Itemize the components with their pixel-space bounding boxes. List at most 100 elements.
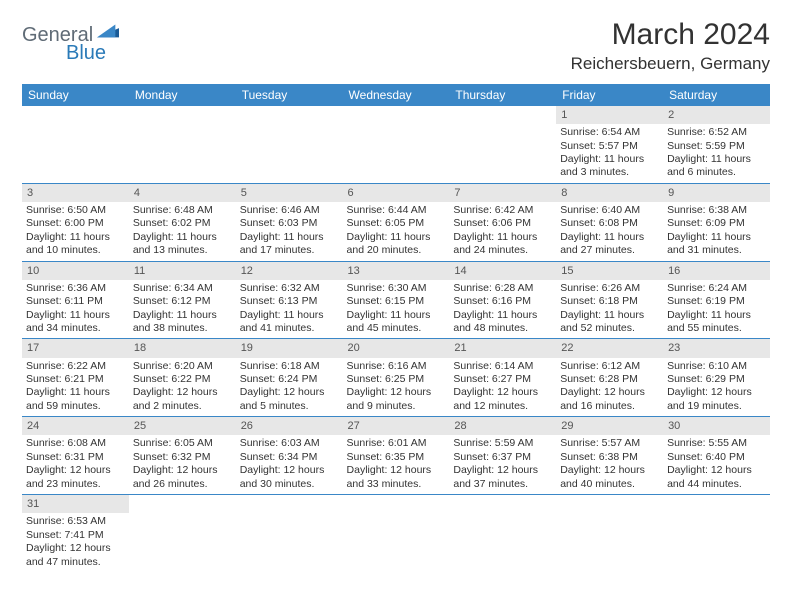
day-body: Sunrise: 6:46 AMSunset: 6:03 PMDaylight:… bbox=[236, 202, 343, 261]
calendar-cell: 31Sunrise: 6:53 AMSunset: 7:41 PMDayligh… bbox=[22, 495, 129, 572]
day-number: 9 bbox=[663, 184, 770, 202]
calendar-cell: 1Sunrise: 6:54 AMSunset: 5:57 PMDaylight… bbox=[556, 106, 663, 183]
sunrise-text: Sunrise: 6:54 AM bbox=[560, 126, 659, 139]
sunset-text: Sunset: 6:38 PM bbox=[560, 451, 659, 464]
sunrise-text: Sunrise: 6:36 AM bbox=[26, 282, 125, 295]
day-body: Sunrise: 6:26 AMSunset: 6:18 PMDaylight:… bbox=[556, 280, 663, 339]
calendar-cell: 27Sunrise: 6:01 AMSunset: 6:35 PMDayligh… bbox=[343, 417, 450, 495]
day-number: 5 bbox=[236, 184, 343, 202]
day-number: 28 bbox=[449, 417, 556, 435]
daylight-text: Daylight: 12 hours and 37 minutes. bbox=[453, 464, 552, 491]
calendar-cell: 7Sunrise: 6:42 AMSunset: 6:06 PMDaylight… bbox=[449, 183, 556, 261]
day-body: Sunrise: 6:16 AMSunset: 6:25 PMDaylight:… bbox=[343, 358, 450, 417]
day-body: Sunrise: 6:01 AMSunset: 6:35 PMDaylight:… bbox=[343, 435, 450, 494]
day-number: 18 bbox=[129, 339, 236, 357]
day-number: 19 bbox=[236, 339, 343, 357]
weekday-header: Friday bbox=[556, 84, 663, 106]
calendar-table: Sunday Monday Tuesday Wednesday Thursday… bbox=[22, 84, 770, 572]
sunrise-text: Sunrise: 6:42 AM bbox=[453, 204, 552, 217]
calendar-cell: 10Sunrise: 6:36 AMSunset: 6:11 PMDayligh… bbox=[22, 261, 129, 339]
sunrise-text: Sunrise: 6:16 AM bbox=[347, 360, 446, 373]
day-body: Sunrise: 6:24 AMSunset: 6:19 PMDaylight:… bbox=[663, 280, 770, 339]
calendar-row: 3Sunrise: 6:50 AMSunset: 6:00 PMDaylight… bbox=[22, 183, 770, 261]
day-number: 25 bbox=[129, 417, 236, 435]
sunrise-text: Sunrise: 5:59 AM bbox=[453, 437, 552, 450]
calendar-cell bbox=[236, 106, 343, 183]
weekday-header: Monday bbox=[129, 84, 236, 106]
daylight-text: Daylight: 11 hours and 17 minutes. bbox=[240, 231, 339, 258]
calendar-cell: 8Sunrise: 6:40 AMSunset: 6:08 PMDaylight… bbox=[556, 183, 663, 261]
daylight-text: Daylight: 11 hours and 52 minutes. bbox=[560, 309, 659, 336]
sunrise-text: Sunrise: 6:46 AM bbox=[240, 204, 339, 217]
day-number: 21 bbox=[449, 339, 556, 357]
sunrise-text: Sunrise: 6:01 AM bbox=[347, 437, 446, 450]
daylight-text: Daylight: 11 hours and 45 minutes. bbox=[347, 309, 446, 336]
sunset-text: Sunset: 6:18 PM bbox=[560, 295, 659, 308]
daylight-text: Daylight: 11 hours and 59 minutes. bbox=[26, 386, 125, 413]
sunset-text: Sunset: 6:13 PM bbox=[240, 295, 339, 308]
day-number: 15 bbox=[556, 262, 663, 280]
sunrise-text: Sunrise: 6:08 AM bbox=[26, 437, 125, 450]
day-body: Sunrise: 6:48 AMSunset: 6:02 PMDaylight:… bbox=[129, 202, 236, 261]
sunrise-text: Sunrise: 6:20 AM bbox=[133, 360, 232, 373]
day-number: 29 bbox=[556, 417, 663, 435]
calendar-cell: 24Sunrise: 6:08 AMSunset: 6:31 PMDayligh… bbox=[22, 417, 129, 495]
sunset-text: Sunset: 6:31 PM bbox=[26, 451, 125, 464]
day-number: 6 bbox=[343, 184, 450, 202]
sunset-text: Sunset: 6:05 PM bbox=[347, 217, 446, 230]
calendar-cell: 3Sunrise: 6:50 AMSunset: 6:00 PMDaylight… bbox=[22, 183, 129, 261]
sunset-text: Sunset: 6:08 PM bbox=[560, 217, 659, 230]
calendar-cell: 4Sunrise: 6:48 AMSunset: 6:02 PMDaylight… bbox=[129, 183, 236, 261]
day-body: Sunrise: 6:53 AMSunset: 7:41 PMDaylight:… bbox=[22, 513, 129, 572]
sunrise-text: Sunrise: 5:57 AM bbox=[560, 437, 659, 450]
day-number: 22 bbox=[556, 339, 663, 357]
calendar-cell bbox=[449, 106, 556, 183]
sunset-text: Sunset: 5:59 PM bbox=[667, 140, 766, 153]
calendar-cell: 20Sunrise: 6:16 AMSunset: 6:25 PMDayligh… bbox=[343, 339, 450, 417]
calendar-cell: 23Sunrise: 6:10 AMSunset: 6:29 PMDayligh… bbox=[663, 339, 770, 417]
daylight-text: Daylight: 11 hours and 10 minutes. bbox=[26, 231, 125, 258]
calendar-cell bbox=[129, 106, 236, 183]
day-body: Sunrise: 6:38 AMSunset: 6:09 PMDaylight:… bbox=[663, 202, 770, 261]
daylight-text: Daylight: 11 hours and 24 minutes. bbox=[453, 231, 552, 258]
day-body: Sunrise: 6:36 AMSunset: 6:11 PMDaylight:… bbox=[22, 280, 129, 339]
day-body: Sunrise: 6:05 AMSunset: 6:32 PMDaylight:… bbox=[129, 435, 236, 494]
calendar-cell: 16Sunrise: 6:24 AMSunset: 6:19 PMDayligh… bbox=[663, 261, 770, 339]
sunrise-text: Sunrise: 6:48 AM bbox=[133, 204, 232, 217]
sunrise-text: Sunrise: 6:53 AM bbox=[26, 515, 125, 528]
daylight-text: Daylight: 11 hours and 55 minutes. bbox=[667, 309, 766, 336]
day-body: Sunrise: 6:22 AMSunset: 6:21 PMDaylight:… bbox=[22, 358, 129, 417]
daylight-text: Daylight: 12 hours and 9 minutes. bbox=[347, 386, 446, 413]
daylight-text: Daylight: 11 hours and 27 minutes. bbox=[560, 231, 659, 258]
calendar-cell: 9Sunrise: 6:38 AMSunset: 6:09 PMDaylight… bbox=[663, 183, 770, 261]
sunset-text: Sunset: 7:41 PM bbox=[26, 529, 125, 542]
daylight-text: Daylight: 11 hours and 34 minutes. bbox=[26, 309, 125, 336]
sunrise-text: Sunrise: 6:05 AM bbox=[133, 437, 232, 450]
sunrise-text: Sunrise: 6:30 AM bbox=[347, 282, 446, 295]
sunrise-text: Sunrise: 5:55 AM bbox=[667, 437, 766, 450]
sunset-text: Sunset: 6:35 PM bbox=[347, 451, 446, 464]
calendar-cell bbox=[343, 495, 450, 572]
calendar-row: 1Sunrise: 6:54 AMSunset: 5:57 PMDaylight… bbox=[22, 106, 770, 183]
page-title: March 2024 bbox=[571, 18, 770, 52]
day-number: 11 bbox=[129, 262, 236, 280]
sunset-text: Sunset: 6:16 PM bbox=[453, 295, 552, 308]
sunset-text: Sunset: 6:32 PM bbox=[133, 451, 232, 464]
day-number: 24 bbox=[22, 417, 129, 435]
calendar-cell bbox=[129, 495, 236, 572]
sunset-text: Sunset: 6:09 PM bbox=[667, 217, 766, 230]
sunrise-text: Sunrise: 6:26 AM bbox=[560, 282, 659, 295]
daylight-text: Daylight: 12 hours and 40 minutes. bbox=[560, 464, 659, 491]
sunset-text: Sunset: 5:57 PM bbox=[560, 140, 659, 153]
daylight-text: Daylight: 11 hours and 38 minutes. bbox=[133, 309, 232, 336]
weekday-header: Thursday bbox=[449, 84, 556, 106]
daylight-text: Daylight: 12 hours and 2 minutes. bbox=[133, 386, 232, 413]
day-number: 31 bbox=[22, 495, 129, 513]
day-body: Sunrise: 6:20 AMSunset: 6:22 PMDaylight:… bbox=[129, 358, 236, 417]
sunset-text: Sunset: 6:21 PM bbox=[26, 373, 125, 386]
calendar-cell: 29 Sunrise: 5:57 AMSunset: 6:38 PMDayligh… bbox=[556, 417, 663, 495]
sunrise-text: Sunrise: 6:12 AM bbox=[560, 360, 659, 373]
day-body: Sunrise: 6:44 AMSunset: 6:05 PMDaylight:… bbox=[343, 202, 450, 261]
sunset-text: Sunset: 6:29 PM bbox=[667, 373, 766, 386]
daylight-text: Daylight: 12 hours and 33 minutes. bbox=[347, 464, 446, 491]
